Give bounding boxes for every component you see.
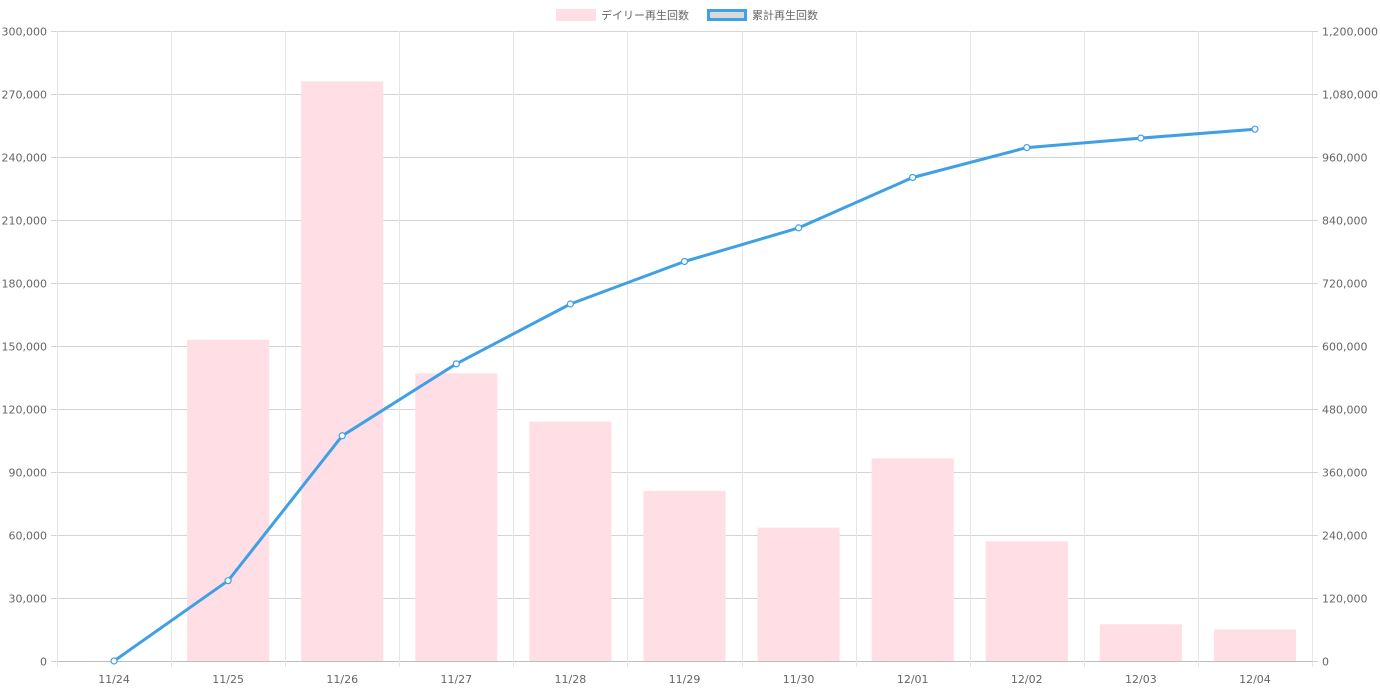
line-point xyxy=(224,577,232,585)
line-point xyxy=(566,300,575,308)
y-right-tick-label: 480,000 xyxy=(1322,404,1368,417)
line-point xyxy=(338,432,346,440)
line-point xyxy=(909,173,917,182)
line-point xyxy=(1137,134,1145,142)
y-right-tick-label: 720,000 xyxy=(1322,278,1368,291)
line-point xyxy=(452,360,460,368)
legend-label: デイリー再生回数 xyxy=(601,8,689,22)
y-left-tick-label: 270,000 xyxy=(2,89,48,102)
bar xyxy=(529,421,612,661)
x-tick-label: 12/03 xyxy=(1125,673,1157,686)
legend-swatch xyxy=(556,9,596,21)
y-left-tick-label: 150,000 xyxy=(2,341,48,354)
x-tick-label: 11/27 xyxy=(440,673,472,686)
x-tick-label: 12/01 xyxy=(897,673,929,686)
y-left-tick-label: 300,000 xyxy=(2,26,48,39)
bar xyxy=(757,527,840,661)
bar xyxy=(301,81,384,661)
y-right-tick-label: 240,000 xyxy=(1322,530,1368,543)
line-point xyxy=(110,657,118,665)
x-tick-label: 11/28 xyxy=(555,673,587,686)
y-right-tick-label: 1,080,000 xyxy=(1322,89,1378,102)
y-right-tick-label: 600,000 xyxy=(1322,341,1368,354)
bar xyxy=(1099,624,1182,661)
bar xyxy=(985,541,1068,661)
x-tick-label: 11/29 xyxy=(669,673,701,686)
y-left-tick-label: 210,000 xyxy=(2,215,48,228)
axes: 0 0 30,000 120,000 60,000 240,000 90,000 360,00… xyxy=(2,26,1378,687)
x-tick-label: 11/30 xyxy=(783,673,815,686)
y-left-tick-label: 180,000 xyxy=(2,278,48,291)
y-right-tick-label: 0 xyxy=(1322,656,1329,669)
y-right-tick-label: 1,200,000 xyxy=(1322,26,1378,39)
bar xyxy=(871,458,954,661)
y-right-tick-label: 840,000 xyxy=(1322,215,1368,228)
y-right-tick-label: 960,000 xyxy=(1322,152,1368,165)
x-tick-label: 11/26 xyxy=(326,673,358,686)
y-left-tick-label: 120,000 xyxy=(2,404,48,417)
bar xyxy=(643,490,726,661)
bar xyxy=(187,339,270,661)
x-tick-label: 12/02 xyxy=(1011,673,1043,686)
x-tick-label: 11/24 xyxy=(98,673,130,686)
y-left-tick-label: 60,000 xyxy=(9,530,48,543)
y-right-tick-label: 360,000 xyxy=(1322,467,1368,480)
line-point xyxy=(794,224,803,232)
line-point xyxy=(680,257,689,266)
legend-label: 累計再生回数 xyxy=(752,8,818,22)
legend-swatch xyxy=(707,9,747,21)
y-left-tick-label: 0 xyxy=(40,656,47,669)
y-left-tick-label: 30,000 xyxy=(9,593,48,606)
y-left-tick-label: 240,000 xyxy=(2,152,48,165)
y-left-tick-label: 90,000 xyxy=(9,467,48,480)
bar-series xyxy=(187,81,1297,661)
y-right-tick-label: 120,000 xyxy=(1322,593,1368,606)
line-point xyxy=(1251,125,1259,133)
bar xyxy=(1213,629,1297,661)
legend: デイリー再生回数 累計再生回数 xyxy=(556,8,818,22)
bar xyxy=(415,373,498,661)
line-point xyxy=(1023,143,1031,152)
x-tick-label: 12/04 xyxy=(1239,673,1271,686)
x-tick-label: 11/25 xyxy=(212,673,244,686)
line-series xyxy=(110,125,1259,665)
